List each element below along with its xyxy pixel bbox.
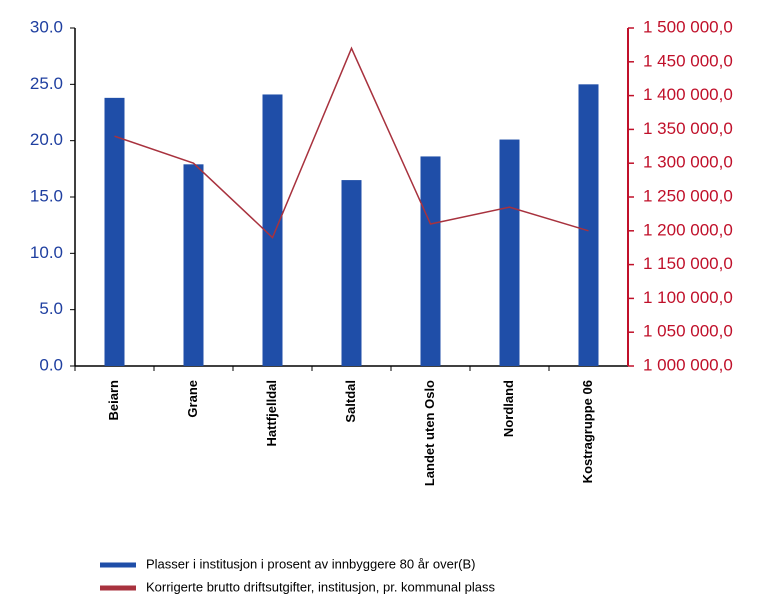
y2-tick-label: 1 450 000,0 [643, 51, 733, 70]
bar [262, 94, 283, 367]
y2-tick-label: 1 100 000,0 [643, 288, 733, 307]
legend-swatch [100, 562, 136, 568]
bar [341, 180, 362, 366]
legend-swatch [100, 585, 136, 591]
y-tick-label: 0.0 [39, 355, 63, 374]
x-tick-label: Kostragruppe 06 [580, 380, 595, 483]
legend-label: Plasser i institusjon i prosent av innby… [146, 556, 476, 571]
y2-tick-label: 1 500 000,0 [643, 17, 733, 36]
y-tick-label: 20.0 [30, 130, 63, 149]
x-tick-label: Grane [185, 380, 200, 418]
x-tick-label: Landet uten Oslo [422, 380, 437, 486]
y-tick-label: 15.0 [30, 186, 63, 205]
bar [499, 139, 520, 366]
x-tick-label: Beiarn [106, 380, 121, 421]
legend-label: Korrigerte brutto driftsutgifter, instit… [146, 579, 495, 594]
x-tick-label: Nordland [501, 380, 516, 437]
y-tick-label: 25.0 [30, 74, 63, 93]
bar [578, 84, 599, 366]
y-tick-label: 5.0 [39, 299, 63, 318]
x-tick-label: Saltdal [343, 380, 358, 423]
bar [104, 97, 125, 366]
line-series [114, 46, 589, 239]
x-tick-label: Hattfjelldal [264, 380, 279, 446]
y2-tick-label: 1 300 000,0 [643, 153, 733, 172]
y-tick-label: 10.0 [30, 243, 63, 262]
y2-tick-label: 1 000 000,0 [643, 355, 733, 374]
bar [420, 156, 441, 366]
y2-tick-label: 1 250 000,0 [643, 186, 733, 205]
y-tick-label: 30.0 [30, 17, 63, 36]
y2-tick-label: 1 400 000,0 [643, 85, 733, 104]
y2-tick-label: 1 150 000,0 [643, 254, 733, 273]
bar [183, 164, 204, 366]
y2-tick-label: 1 050 000,0 [643, 322, 733, 341]
y2-tick-label: 1 350 000,0 [643, 119, 733, 138]
y2-tick-label: 1 200 000,0 [643, 220, 733, 239]
